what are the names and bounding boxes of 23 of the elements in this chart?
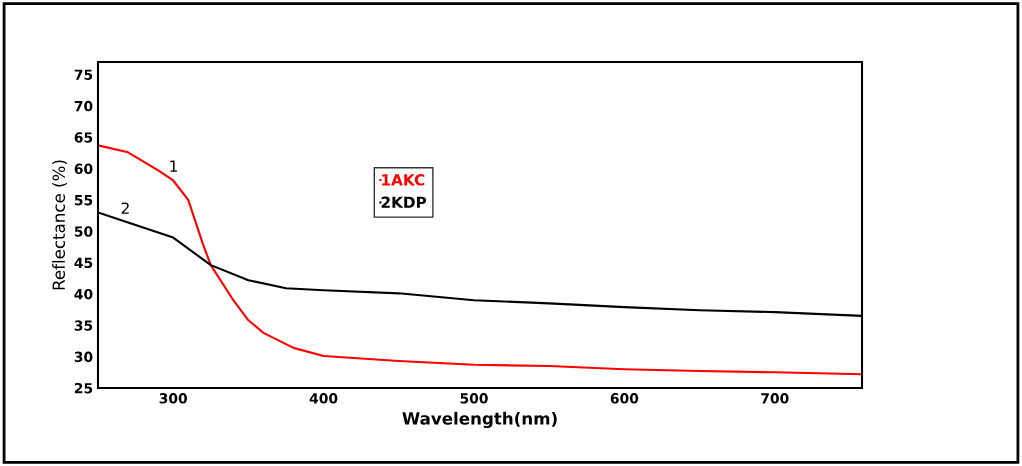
x-axis-title: Wavelength(nm): [402, 411, 557, 429]
x-tick-label: 500: [460, 393, 488, 404]
y-tick-label: 70: [74, 100, 93, 112]
annotation: 2: [121, 202, 129, 214]
annotation: 1: [170, 160, 177, 172]
legend-label: 2KDP: [381, 196, 427, 208]
y-tick-label: 75: [74, 69, 93, 81]
y-tick-label: 60: [74, 163, 93, 175]
y-tick-label: 50: [74, 226, 93, 237]
legend-label: 1AKC: [382, 174, 425, 186]
y-tick-label: 65: [74, 132, 93, 143]
y-axis-title: Reflectance (%): [52, 160, 67, 290]
x-tick-label: 600: [610, 393, 639, 404]
y-tick-label: 25: [74, 382, 93, 394]
x-tick-label: 300: [159, 393, 188, 404]
x-tick-label: 400: [309, 393, 338, 404]
y-tick-label: 35: [74, 320, 93, 331]
y-tick-label: 55: [74, 195, 93, 206]
y-tick-label: 45: [74, 257, 93, 269]
x-tick-label: 700: [761, 393, 789, 404]
y-tick-label: 30: [74, 351, 93, 363]
line-series: [98, 144, 862, 376]
y-tick-label: 40: [74, 288, 93, 300]
